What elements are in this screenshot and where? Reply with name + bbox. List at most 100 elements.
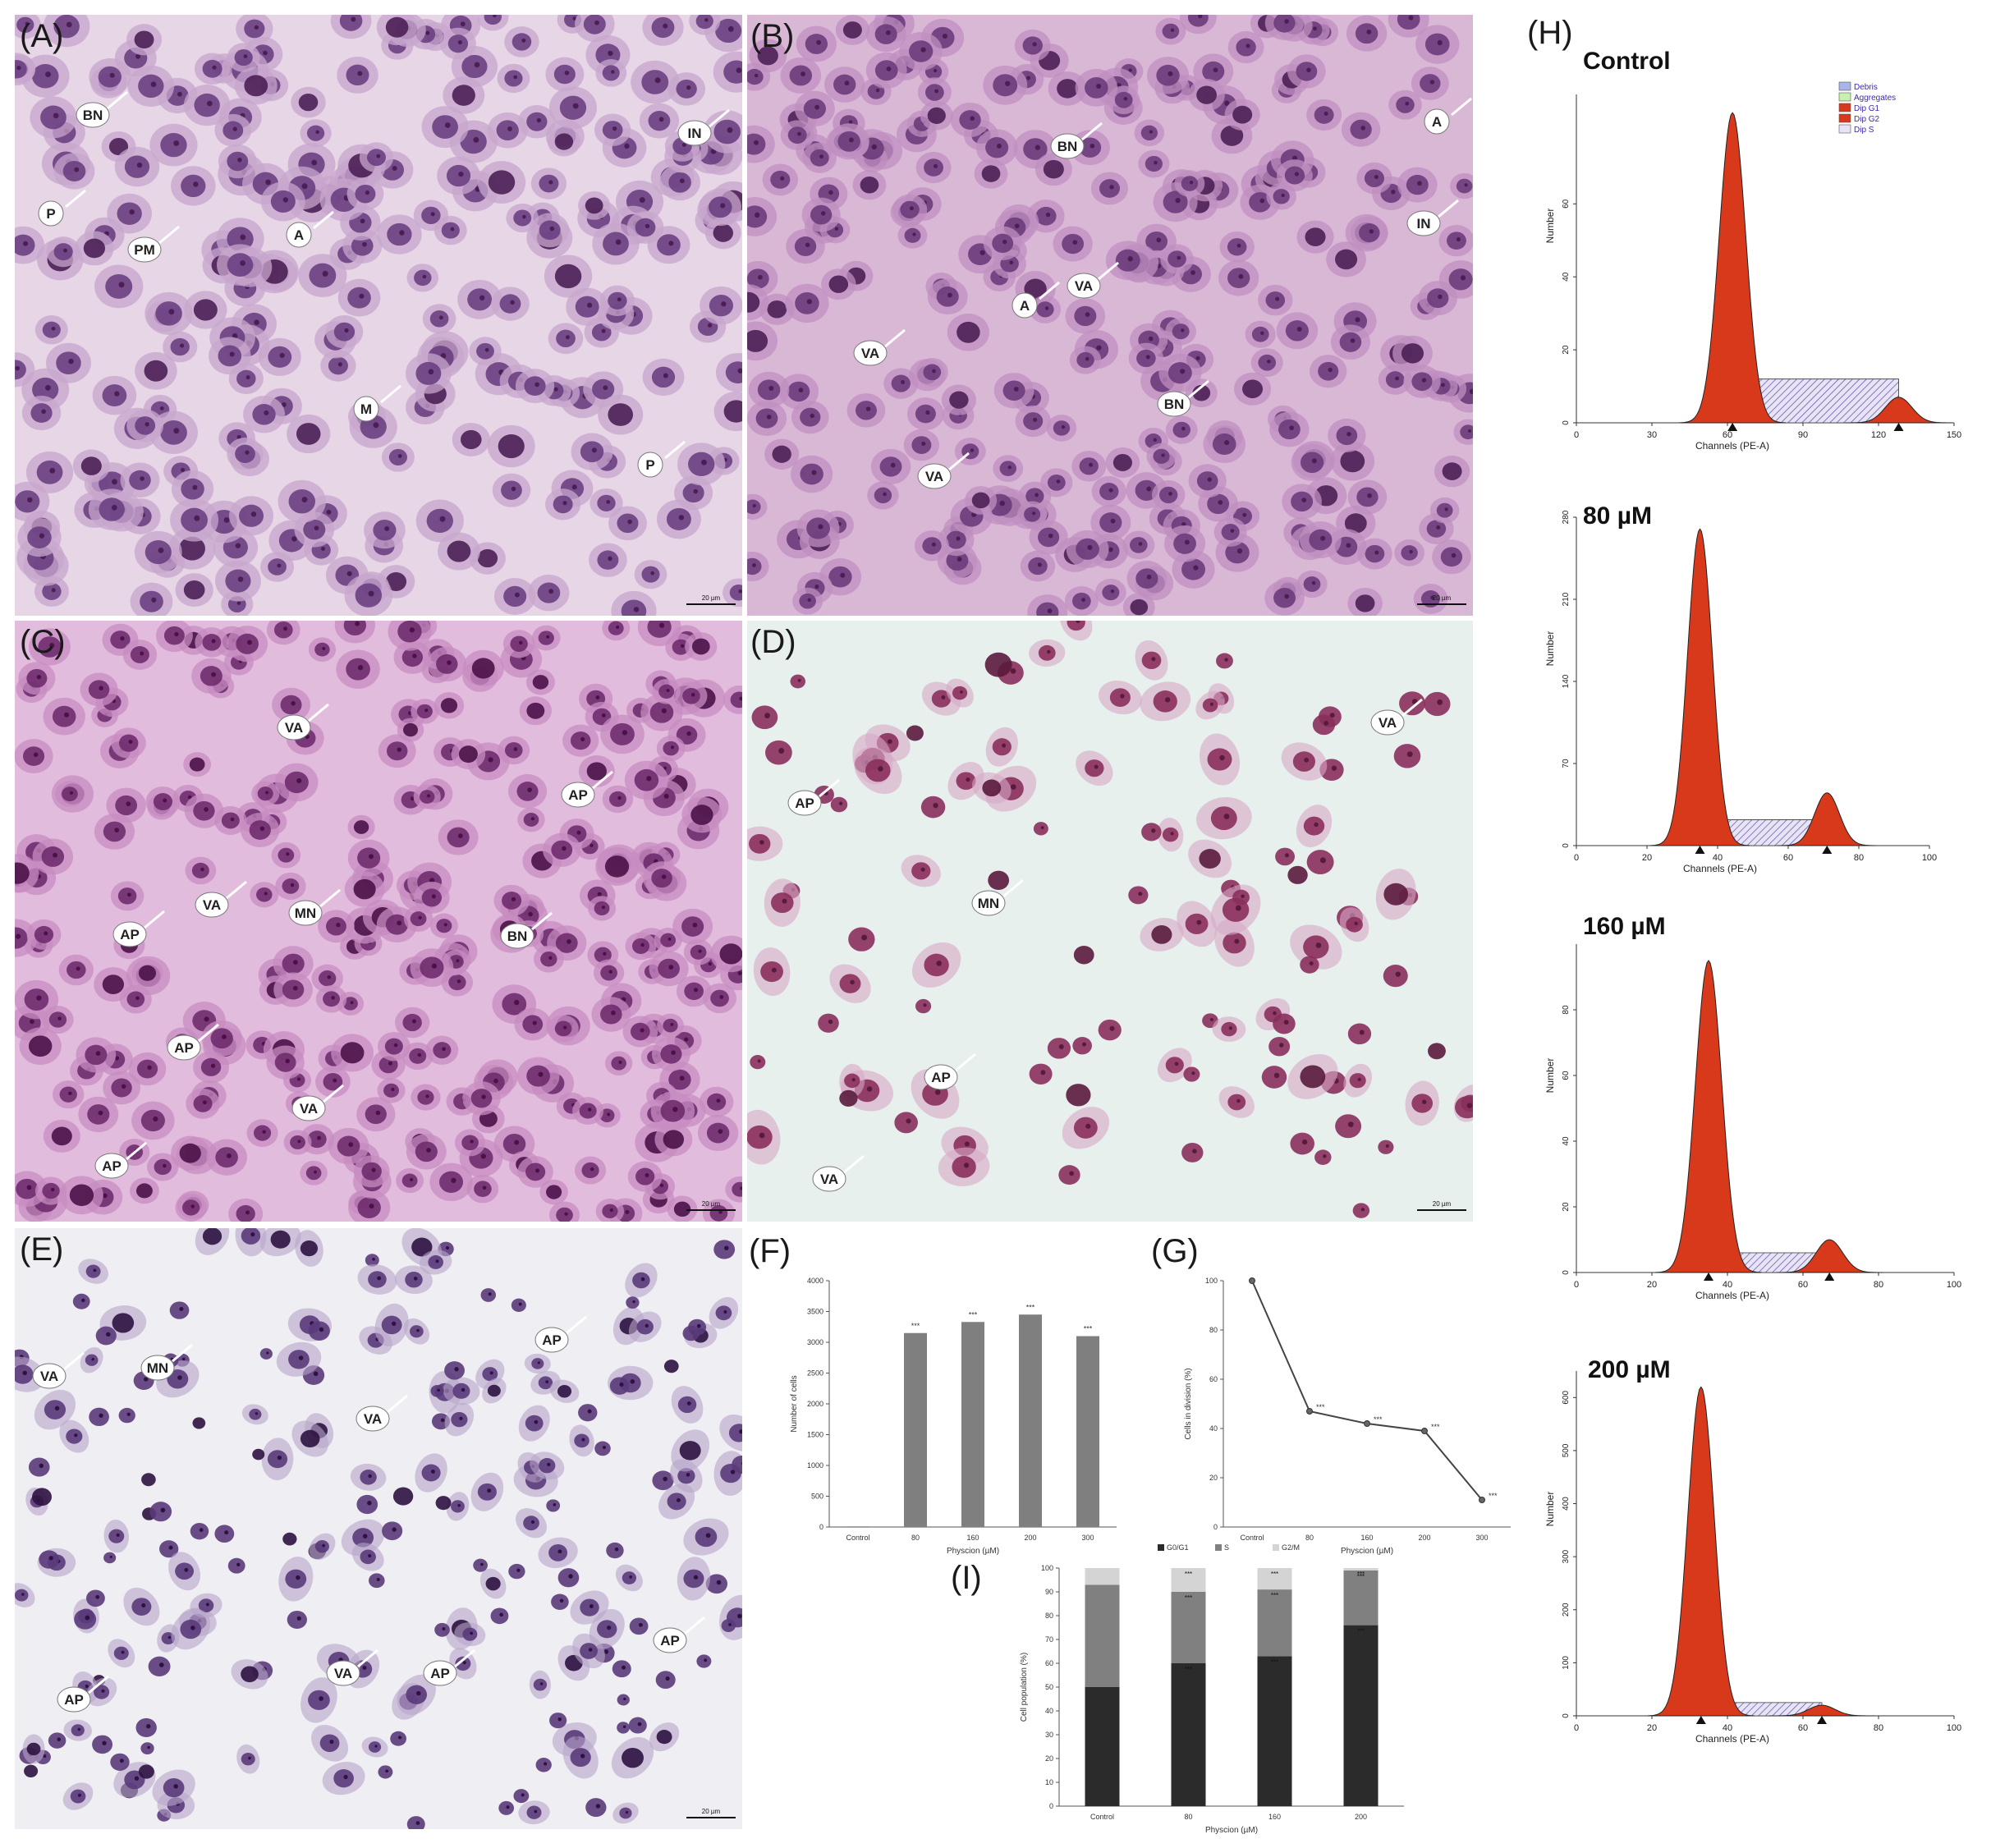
x-tick-label: 160: [1268, 1813, 1281, 1821]
cell-nucleus: [844, 1073, 860, 1089]
dip-g2-peak: [1769, 1704, 1875, 1717]
cell-nucleolus: [619, 1382, 624, 1387]
cell-nucleus: [546, 1185, 562, 1199]
x-axis-label: Channels (PE-A): [1695, 440, 1769, 452]
cell-nucleolus: [121, 1650, 125, 1654]
cell-nucleus: [235, 444, 255, 463]
annotation-bubble: [1050, 133, 1085, 159]
cell-nucleus: [765, 740, 792, 765]
cell-nucleolus: [255, 1412, 258, 1415]
annotation-label: AP: [653, 1616, 705, 1653]
cell-nucleolus: [728, 1623, 732, 1626]
cell-nucleolus: [205, 1603, 209, 1607]
cell-nucleus: [66, 1428, 83, 1444]
cell-nucleus: [656, 1730, 672, 1745]
cell-nucleus: [308, 1690, 330, 1710]
cell-nucleus: [244, 75, 268, 97]
cell-nucleolus: [479, 295, 485, 300]
cell-nucleolus: [1209, 702, 1213, 706]
cell-nucleolus: [758, 274, 763, 280]
cell-nucleus: [113, 1646, 129, 1660]
cell-nucleolus: [1007, 465, 1012, 470]
cell-nucleus: [1355, 23, 1379, 44]
cell-nucleolus: [424, 708, 429, 713]
cell-nucleolus: [739, 696, 742, 701]
cell-nucleus: [447, 34, 469, 53]
cell-nucleolus: [545, 1380, 549, 1384]
annotation-label: AP: [924, 1052, 976, 1090]
annotation-label: P: [637, 440, 686, 478]
cell-nucleus: [652, 1470, 674, 1491]
cell-nucleolus: [516, 1568, 521, 1572]
cell-nucleus: [337, 1135, 360, 1157]
cell-nucleolus: [163, 1163, 167, 1168]
cell-nucleolus: [1189, 181, 1194, 185]
cell-nucleus: [1085, 759, 1104, 777]
cell-nucleolus: [445, 1245, 450, 1250]
cell-nucleolus: [194, 515, 200, 521]
y-tick-label: 2500: [807, 1369, 823, 1378]
cell-nucleus: [429, 310, 449, 328]
dip-g1-peak: [1655, 960, 1762, 1273]
cell-nucleolus: [1464, 183, 1468, 187]
cell-nucleus: [1129, 537, 1148, 553]
cell-nucleus: [102, 974, 125, 995]
x-tick-label: 80: [1874, 1723, 1883, 1733]
cell-nucleolus: [723, 1245, 729, 1250]
cell-nucleus: [419, 790, 435, 804]
cell-nucleus: [16, 1178, 39, 1199]
annotation-arrow: [592, 770, 613, 790]
annotation-arrow: [819, 778, 840, 798]
legend-swatch: [1838, 103, 1851, 112]
cell-nucleus: [1022, 36, 1043, 55]
cell-nucleolus: [521, 1793, 525, 1797]
annotation-label: BN: [1050, 122, 1103, 159]
cell-nucleus: [667, 1493, 686, 1511]
cell-nucleus: [1420, 74, 1441, 94]
cell-nucleus: [282, 878, 300, 894]
cell-nucleolus: [848, 137, 854, 143]
cell-nucleolus: [646, 776, 652, 782]
x-tick-label: 0: [1574, 1723, 1579, 1733]
cell-nucleus: [340, 1042, 365, 1064]
cell-nucleolus: [26, 1185, 32, 1190]
cell-nucleolus: [666, 689, 670, 693]
cell-nucleolus: [544, 1762, 548, 1766]
micrograph-c: VA AP VA MN AP BN AP VA AP 20 µm: [15, 621, 742, 1222]
cell-nucleus: [253, 1125, 272, 1141]
y-tick-label: 100: [1041, 1564, 1053, 1572]
cell-nucleolus: [277, 1456, 282, 1461]
cell-nucleolus: [654, 77, 661, 84]
cell-nucleolus: [754, 73, 759, 78]
cell-nucleolus: [327, 975, 332, 979]
cell-nucleolus: [1275, 296, 1280, 301]
annotation-text: VA: [300, 1101, 318, 1117]
cell-nucleolus: [292, 960, 298, 965]
cell-nucleolus: [102, 1740, 107, 1745]
cell-nucleolus: [553, 387, 558, 392]
cell-nucleolus: [368, 1474, 372, 1479]
cell-nucleolus: [668, 965, 674, 970]
cell-nucleus: [309, 263, 337, 288]
cell-nucleolus: [1374, 174, 1379, 180]
annotation-text: BN: [507, 929, 528, 944]
cell-nucleus: [169, 1301, 190, 1319]
cell-nucleolus: [376, 1577, 380, 1582]
cell-nucleus: [236, 369, 256, 387]
cell-nucleus: [305, 1166, 322, 1181]
cell-nucleus: [210, 1028, 233, 1049]
cell-nucleus: [508, 1563, 525, 1580]
cell-nucleolus: [281, 401, 287, 407]
cell-nucleus: [339, 15, 363, 31]
cell-nucleus: [1460, 424, 1473, 440]
x-axis-label: Physcion (µM): [1341, 1547, 1393, 1556]
cell-nucleus: [713, 223, 733, 242]
cell-nucleus: [15, 862, 30, 884]
annotation-text: MN: [147, 1360, 168, 1376]
cell-nucleolus: [1329, 713, 1335, 718]
cell-nucleus: [406, 1685, 428, 1704]
significance-label: ***: [1271, 1658, 1278, 1666]
cell-nucleus: [360, 1470, 377, 1485]
y-tick-label: 40: [1209, 1424, 1218, 1433]
cell-nucleolus: [1138, 542, 1143, 546]
